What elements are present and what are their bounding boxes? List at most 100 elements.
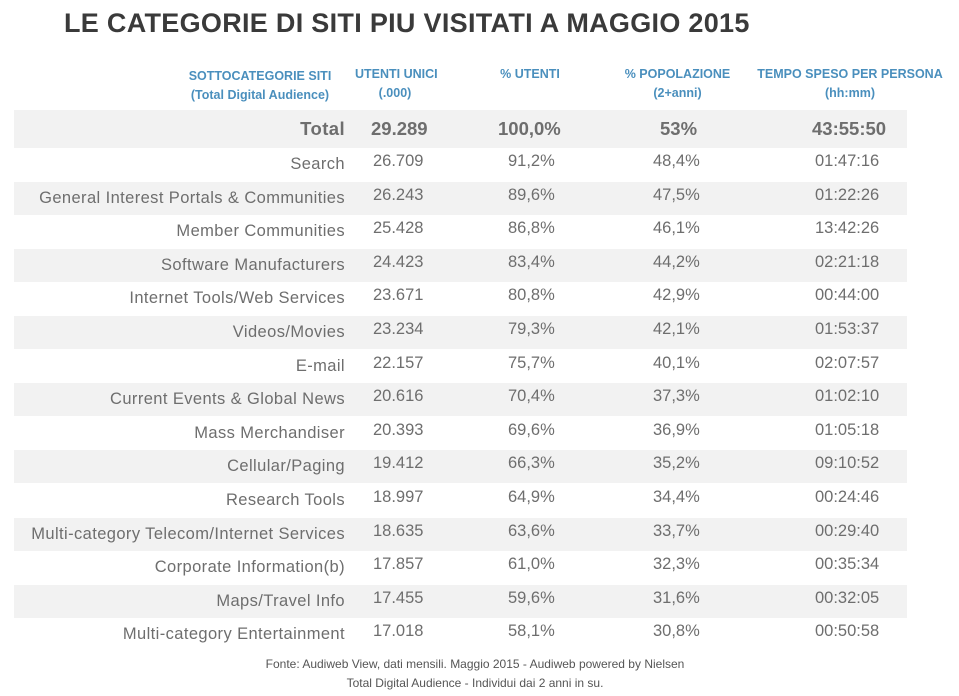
row-category: General Interest Portals & Communities (39, 189, 345, 207)
row-users: 23.671 (373, 286, 424, 304)
row-category: Software Manufacturers (161, 256, 345, 274)
row-category: Multi-category Entertainment (122, 625, 345, 643)
row-time: 01:02:10 (815, 387, 880, 405)
table-row: Maps/Travel Info 17.455 59,6% 31,6% 00:32:05 (14, 585, 907, 618)
row-time: 00:29:40 (815, 522, 880, 540)
table-row: Member Communities 25.428 86,8% 46,1% 13:42:… (14, 215, 907, 248)
row-category: Research Tools (225, 491, 345, 509)
row-category: Search (290, 155, 345, 173)
row-users: 29.289 (371, 118, 428, 139)
header-pct-users-label: % UTENTI (500, 67, 560, 81)
header-time: TEMPO SPESO PER PERSONA (hh:mm) (750, 65, 950, 103)
row-time: 01:53:37 (815, 320, 880, 338)
header-pct-population-sublabel: (2+anni) (653, 86, 702, 100)
footer-source: Fonte: Audiweb View, dati mensili. Maggi… (265, 657, 685, 671)
row-time: 43:55:50 (812, 118, 887, 139)
row-pct-users: 79,3% (508, 320, 555, 338)
row-time: 00:50:58 (815, 622, 880, 640)
row-pct-population: 42,1% (653, 320, 700, 338)
row-pct-users: 63,6% (508, 522, 555, 540)
header-category-sublabel: (Total Digital Audience) (190, 88, 330, 102)
row-pct-users: 89,6% (508, 186, 555, 204)
row-time: 01:47:16 (815, 152, 880, 170)
row-time: 02:21:18 (815, 253, 880, 271)
row-time: 00:32:05 (815, 589, 880, 607)
row-pct-population: 40,1% (653, 354, 700, 372)
row-category: E-mail (295, 357, 345, 375)
header-category: SOTTOCATEGORIE SITI (Total Digital Audie… (150, 67, 370, 105)
table-row: Corporate Information(b) 17.857 61,0% 32,3%… (14, 551, 907, 584)
row-pct-population: 46,1% (653, 219, 700, 237)
row-pct-population: 53% (660, 118, 698, 139)
header-users: UTENTI UNICI (.000) (355, 65, 438, 103)
row-category: Corporate Information(b) (154, 558, 345, 576)
row-pct-users: 58,1% (508, 622, 555, 640)
row-pct-users: 83,4% (508, 253, 555, 271)
row-pct-users: 59,6% (508, 589, 555, 607)
row-category: Maps/Travel Info (216, 592, 345, 610)
row-category: Internet Tools/Web Services (129, 289, 345, 307)
table-row: Multi-category Telecom/Internet Services… (14, 518, 907, 551)
row-users: 20.393 (373, 421, 424, 439)
row-pct-users: 100,0% (498, 118, 561, 139)
row-users: 26.243 (373, 186, 424, 204)
row-pct-users: 66,3% (508, 454, 555, 472)
table-row: E-mail 22.157 75,7% 40,1% 02:07:57 (14, 350, 907, 383)
row-pct-population: 42,9% (653, 286, 700, 304)
row-pct-population: 31,6% (653, 589, 700, 607)
row-category: Total (300, 118, 345, 139)
row-users: 23.234 (373, 320, 424, 338)
row-time: 01:05:18 (815, 421, 880, 439)
row-users: 18.997 (373, 488, 424, 506)
row-time: 00:24:46 (815, 488, 880, 506)
row-pct-users: 61,0% (508, 555, 555, 573)
row-pct-users: 75,7% (508, 354, 555, 372)
row-category: Member Communities (176, 222, 345, 240)
table-row: Research Tools 18.997 64,9% 34,4% 00:24:46 (14, 484, 907, 517)
header-pct-users: % UTENTI (480, 65, 580, 84)
header-time-sublabel: (hh:mm) (825, 86, 875, 100)
table-row: Cellular/Paging 19.412 66,3% 35,2% 09:10:52 (14, 450, 907, 483)
header-pct-population: % POPOLAZIONE (2+anni) (610, 65, 745, 103)
table-row: Videos/Movies 23.234 79,3% 42,1% 01:53:37 (14, 316, 907, 349)
header-users-sublabel: (.000) (378, 86, 412, 100)
row-users: 19.412 (373, 454, 424, 472)
row-pct-population: 44,2% (653, 253, 700, 271)
row-users: 25.428 (373, 219, 424, 237)
row-pct-population: 47,5% (653, 186, 700, 204)
table-row: Search 26.709 91,2% 48,4% 01:47:16 (14, 148, 907, 181)
row-pct-population: 36,9% (653, 421, 700, 439)
table-row: General Interest Portals & Communities 26… (14, 182, 907, 215)
row-pct-population: 48,4% (653, 152, 700, 170)
row-category: Current Events & Global News (110, 390, 345, 408)
row-category: Mass Merchandiser (194, 424, 345, 442)
row-users: 26.709 (373, 152, 424, 170)
row-pct-population: 37,3% (653, 387, 700, 405)
row-users: 17.018 (373, 622, 424, 640)
row-users: 17.857 (373, 555, 424, 573)
table-row: Current Events & Global News 20.616 70,4% 3… (14, 383, 907, 416)
row-category: Multi-category Telecom/Internet Services (31, 525, 345, 543)
row-time: 09:10:52 (815, 454, 880, 472)
row-category: Cellular/Paging (227, 457, 345, 475)
page-title: LE CATEGORIE DI SITI PIU VISITATI A MAGG… (64, 8, 750, 38)
row-users: 24.423 (373, 253, 424, 271)
row-users: 17.455 (373, 589, 424, 607)
row-category: Videos/Movies (232, 323, 345, 341)
table-row: Mass Merchandiser 20.393 69,6% 36,9% 01:05:1… (14, 417, 907, 450)
row-pct-population: 35,2% (653, 454, 700, 472)
row-time: 02:07:57 (815, 354, 880, 372)
row-users: 22.157 (373, 354, 424, 372)
table-total-row: Total 29.289 100,0% 53% 43:55:50 (14, 110, 907, 148)
row-users: 18.635 (373, 522, 424, 540)
row-time: 01:22:26 (815, 186, 880, 204)
row-pct-users: 70,4% (508, 387, 555, 405)
header-time-label: TEMPO SPESO PER PERSONA (757, 67, 943, 81)
row-time: 00:35:34 (815, 555, 880, 573)
row-pct-users: 64,9% (508, 488, 555, 506)
table-row: Software Manufacturers 24.423 83,4% 44,2% 02… (14, 249, 907, 282)
row-pct-population: 34,4% (653, 488, 700, 506)
row-time: 00:44:00 (815, 286, 880, 304)
header-users-label: UTENTI UNICI (355, 67, 438, 81)
row-pct-users: 91,2% (508, 152, 555, 170)
